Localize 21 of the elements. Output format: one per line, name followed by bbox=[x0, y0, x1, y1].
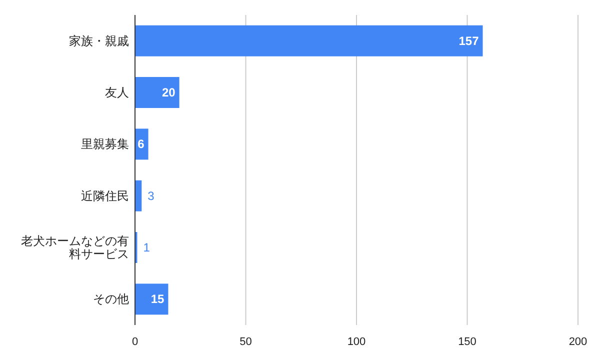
data-label: 15 bbox=[150, 292, 165, 306]
bar bbox=[135, 284, 168, 315]
data-label: 6 bbox=[138, 137, 145, 152]
y-tick-label: 友人 bbox=[105, 86, 129, 100]
y-tick-label: 老犬ホームなどの有料サービス bbox=[21, 234, 129, 261]
data-label: 157 bbox=[458, 34, 480, 48]
y-tick-label: 近隣住民 bbox=[81, 188, 129, 203]
y-tick-label: 家族・親戚 bbox=[69, 34, 129, 48]
x-tick-label: 0 bbox=[132, 336, 138, 348]
bar bbox=[135, 25, 483, 56]
data-label: 20 bbox=[162, 86, 176, 100]
bar bbox=[135, 180, 142, 212]
x-tick-label: 200 bbox=[568, 336, 588, 348]
data-label: 3 bbox=[148, 188, 155, 203]
y-tick-label: その他 bbox=[93, 292, 129, 306]
x-tick-label: 150 bbox=[458, 336, 476, 348]
y-tick-label: 里親募集 bbox=[81, 137, 129, 152]
bar bbox=[135, 77, 180, 108]
x-tick-label: 100 bbox=[347, 336, 366, 348]
data-label: 1 bbox=[143, 240, 150, 254]
x-tick-label: 50 bbox=[240, 336, 252, 348]
